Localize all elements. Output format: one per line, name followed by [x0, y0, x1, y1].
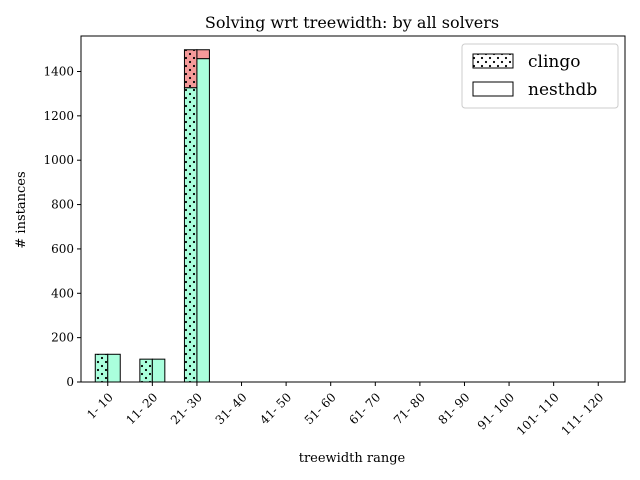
y-tick-label: 1000 [43, 153, 74, 167]
y-tick-label: 1200 [43, 109, 74, 123]
y-axis-label: # instances [14, 171, 29, 248]
y-tick-label: 1400 [43, 64, 74, 78]
plot-frame [80, 35, 626, 383]
legend-swatch-clingo [472, 53, 514, 69]
x-tick-label: 31- 40 [213, 390, 250, 427]
x-tick-label: 101- 110 [514, 390, 562, 438]
legend-label-nesthdb: nesthdb [528, 80, 597, 100]
x-tick-label: 41- 50 [257, 390, 294, 427]
x-axis-label: treewidth range [299, 451, 406, 466]
x-tick-label: 111- 120 [559, 390, 607, 438]
bar-clingo-solved-hatch [184, 87, 197, 382]
legend-swatch-nesthdb [472, 81, 514, 97]
chart-title: Solving wrt treewidth: by all solvers [205, 13, 499, 32]
y-tick-label: 400 [51, 286, 74, 300]
y-tick-label: 800 [51, 198, 74, 212]
bar-nesthdb-solved [151, 358, 166, 383]
x-tick-label: 11- 20 [123, 390, 160, 427]
x-tick-label: 61- 70 [346, 390, 383, 427]
legend-label-clingo: clingo [528, 52, 580, 72]
bar-clingo-solved-hatch [95, 354, 108, 382]
x-tick-label: 51- 60 [302, 390, 339, 427]
y-tick-label: 200 [51, 331, 74, 345]
bar-nesthdb-solved [196, 58, 210, 383]
y-axis: 0 200 400 600 800 1000 1200 1400 [43, 64, 81, 389]
x-tick-label: 81- 90 [436, 390, 473, 427]
bar-clingo-unsolved-hatch [184, 49, 197, 88]
bar-nesthdb-unsolved [196, 49, 210, 60]
y-tick-label: 600 [51, 242, 74, 256]
x-tick-label: 91- 100 [475, 390, 517, 432]
legend: clingo nesthdb [461, 43, 619, 109]
bar-nesthdb-solved [107, 353, 121, 383]
bar-clingo-solved-hatch [139, 359, 153, 382]
y-tick-label: 0 [66, 375, 74, 389]
x-tick-label: 71- 80 [391, 390, 428, 427]
x-axis: 1- 10 11- 20 21- 30 31- 40 41- 50 51- 60 61- 7… [84, 382, 606, 438]
bars-group [94, 49, 210, 383]
x-tick-label: 21- 30 [168, 390, 205, 427]
x-tick-label: 1- 10 [84, 390, 116, 422]
